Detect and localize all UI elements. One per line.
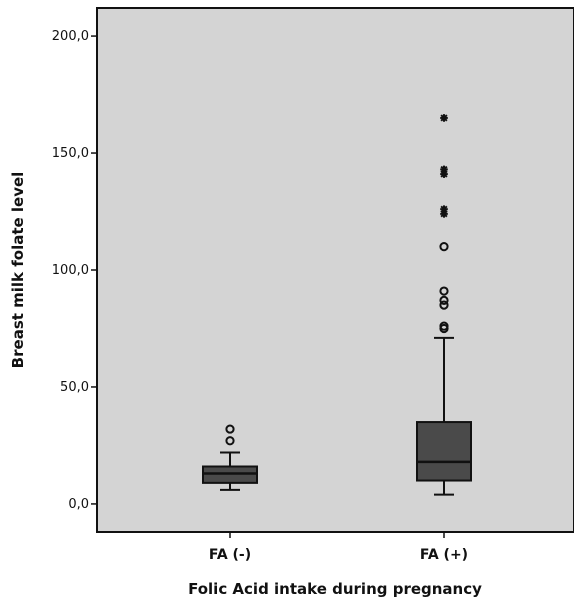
outlier-circle-1 [439, 321, 449, 331]
x-category-label-0: FA (-) [209, 547, 251, 563]
y-tick-label-4: 200,0 [52, 29, 89, 44]
plot-area [96, 7, 574, 533]
outlier-circle-2 [439, 300, 449, 310]
outlier-circle-0 [225, 436, 235, 446]
box-1 [416, 114, 472, 496]
y-axis: 0,0 50,0 100,0 150,0 200,0 [52, 29, 97, 512]
box-0 [202, 424, 258, 491]
star-stroke [440, 114, 448, 122]
y-tick-label-3: 150,0 [52, 146, 89, 161]
outlier-star-10 [440, 114, 448, 122]
outlier-circle-4 [439, 286, 449, 296]
x-axis: FA (-) FA (+) [209, 532, 468, 563]
y-tick-label-0: 0,0 [68, 497, 89, 512]
y-axis-title: Breast milk folate level [9, 172, 27, 369]
box-series [202, 114, 472, 496]
box-iqr [416, 421, 472, 482]
y-tick-label-1: 50,0 [60, 380, 89, 395]
outlier-circle-3 [439, 295, 449, 306]
outlier-circle-5 [439, 242, 449, 252]
y-tick-label-2: 100,0 [52, 263, 89, 278]
x-axis-title: Folic Acid intake during pregnancy [188, 580, 482, 598]
outlier-circle-1 [225, 424, 235, 434]
star-stroke [440, 205, 448, 213]
outlier-star-7 [440, 205, 448, 213]
x-category-label-1: FA (+) [420, 547, 468, 563]
outlier-star-9 [440, 165, 448, 174]
star-stroke [440, 165, 448, 173]
